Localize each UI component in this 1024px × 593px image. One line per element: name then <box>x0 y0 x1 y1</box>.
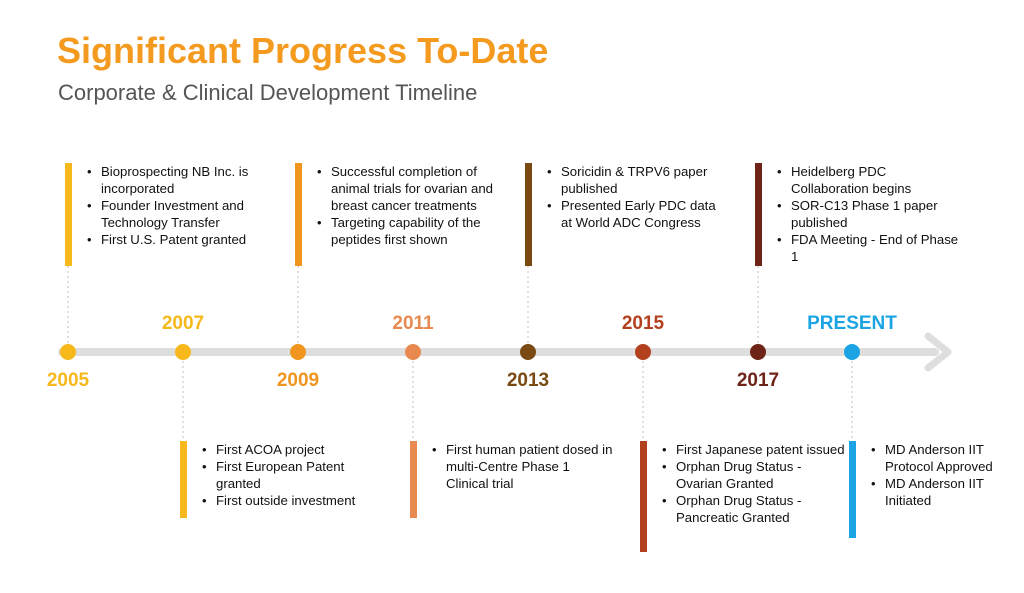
page-title: Significant Progress To-Date <box>57 30 549 71</box>
event-item: First ACOA project <box>202 441 385 458</box>
event-item: SOR-C13 Phase 1 paper published <box>777 197 960 231</box>
milestone-year: 2005 <box>46 370 90 391</box>
milestone-color-bar <box>295 163 302 266</box>
milestone-color-bar <box>755 163 762 266</box>
event-item: Heidelberg PDC Collaboration begins <box>777 163 960 197</box>
event-item: FDA Meeting - End of Phase 1 <box>777 231 960 265</box>
event-item: Targeting capability of the peptides fir… <box>317 214 500 248</box>
milestone-color-bar <box>410 441 417 518</box>
event-item: MD Anderson IIT Initiated <box>871 475 1009 509</box>
page-subtitle: Corporate & Clinical Development Timelin… <box>58 80 478 105</box>
event-list: Successful completion of animal trials f… <box>317 163 500 248</box>
event-item: Orphan Drug Status - Pancreatic Granted <box>662 492 845 526</box>
event-list: MD Anderson IIT Protocol ApprovedMD Ande… <box>871 441 1009 509</box>
milestone-year: 2009 <box>276 370 320 391</box>
event-item: Orphan Drug Status - Ovarian Granted <box>662 458 845 492</box>
milestone-year: 2007 <box>161 313 205 334</box>
milestone-year: PRESENT <box>807 313 897 334</box>
milestone-dot <box>635 344 651 360</box>
event-list: First Japanese patent issuedOrphan Drug … <box>662 441 845 526</box>
event-item: Soricidin & TRPV6 paper published <box>547 163 730 197</box>
milestone-year: 2013 <box>506 370 550 391</box>
event-item: MD Anderson IIT Protocol Approved <box>871 441 1009 475</box>
milestone-color-bar <box>849 441 856 538</box>
event-item: First outside investment <box>202 492 385 509</box>
milestone-events: Bioprospecting NB Inc. is incorporatedFo… <box>65 163 270 266</box>
milestone-dot <box>844 344 860 360</box>
milestone-dot <box>750 344 766 360</box>
event-item: Founder Investment and Technology Transf… <box>87 197 270 231</box>
event-list: First ACOA projectFirst European Patent … <box>202 441 385 509</box>
milestone-year: 2011 <box>392 313 434 334</box>
milestone-dot <box>405 344 421 360</box>
event-list: Bioprospecting NB Inc. is incorporatedFo… <box>87 163 270 248</box>
milestone-dot <box>175 344 191 360</box>
milestone-events: Heidelberg PDC Collaboration beginsSOR-C… <box>755 163 960 266</box>
milestone-events: Soricidin & TRPV6 paper publishedPresent… <box>525 163 730 266</box>
milestone-year: 2017 <box>736 370 780 391</box>
event-item: Bioprospecting NB Inc. is incorporated <box>87 163 270 197</box>
event-list: Soricidin & TRPV6 paper publishedPresent… <box>547 163 730 231</box>
milestone-color-bar <box>65 163 72 266</box>
timeline-arrow-icon <box>924 332 952 372</box>
milestone-year: 2015 <box>621 313 665 334</box>
milestone-color-bar <box>640 441 647 552</box>
milestone-color-bar <box>525 163 532 266</box>
event-item: Successful completion of animal trials f… <box>317 163 500 214</box>
event-item: First U.S. Patent granted <box>87 231 270 248</box>
event-list: Heidelberg PDC Collaboration beginsSOR-C… <box>777 163 960 265</box>
event-item: First European Patent granted <box>202 458 385 492</box>
milestone-dot <box>290 344 306 360</box>
milestone-events: First Japanese patent issuedOrphan Drug … <box>640 441 845 552</box>
event-item: First Japanese patent issued <box>662 441 845 458</box>
milestone-dot <box>520 344 536 360</box>
milestone-events: MD Anderson IIT Protocol ApprovedMD Ande… <box>849 441 1009 538</box>
milestone-events: Successful completion of animal trials f… <box>295 163 500 266</box>
milestone-dot <box>60 344 76 360</box>
milestone-events: First human patient dosed in multi-Centr… <box>410 441 615 518</box>
milestone-color-bar <box>180 441 187 518</box>
event-list: First human patient dosed in multi-Centr… <box>432 441 615 492</box>
milestone-events: First ACOA projectFirst European Patent … <box>180 441 385 518</box>
event-item: First human patient dosed in multi-Centr… <box>432 441 615 492</box>
event-item: Presented Early PDC data at World ADC Co… <box>547 197 730 231</box>
